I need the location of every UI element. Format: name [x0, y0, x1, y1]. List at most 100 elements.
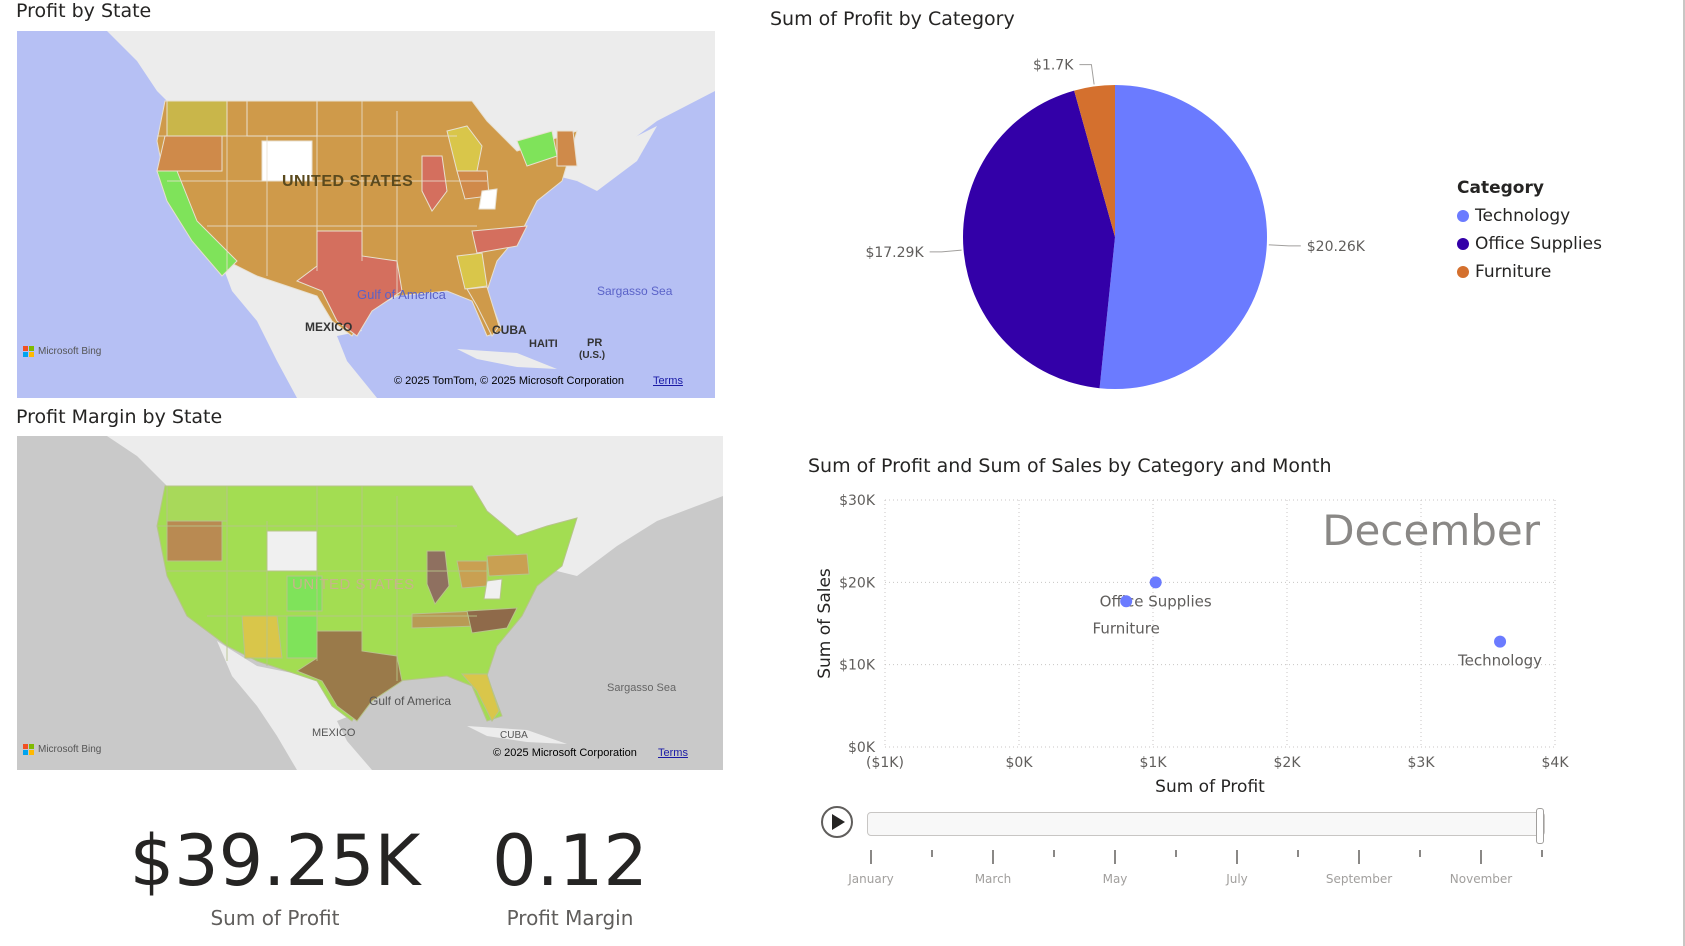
- legend-item-technology[interactable]: Technology: [1457, 206, 1602, 226]
- arizona-state: [241, 615, 283, 659]
- country-label: UNITED STATES: [282, 173, 414, 190]
- y-axis-title: Sum of Sales: [815, 568, 835, 679]
- us-paren-label: (U.S.): [579, 350, 606, 361]
- bing-label: Microsoft Bing: [38, 744, 102, 755]
- oregon-state: [166, 520, 223, 562]
- scatter-point-label: Office Supplies: [1100, 592, 1212, 610]
- florida-state: [460, 673, 500, 722]
- play-axis-tick: [1358, 850, 1360, 864]
- play-axis-handle[interactable]: [1536, 808, 1544, 844]
- scatter-point-office-supplies[interactable]: [1149, 576, 1162, 589]
- play-axis-month-label[interactable]: March: [974, 872, 1012, 886]
- legend-title: Category: [1457, 178, 1544, 198]
- terms-link[interactable]: Terms: [658, 747, 688, 759]
- scatter-chart-title: Sum of Profit and Sum of Sales by Catego…: [808, 455, 1332, 477]
- profit-margin-by-state-map[interactable]: UNITED STATES Gulf of America Sargasso S…: [17, 436, 723, 770]
- nm-state: [286, 615, 318, 659]
- michigan-state: [446, 125, 483, 172]
- card-value: $39.25K: [129, 820, 421, 902]
- play-axis-tick: [1419, 850, 1421, 857]
- play-axis-tick: [992, 850, 994, 864]
- nc-state: [471, 225, 528, 254]
- map-copyright: © 2025 Microsoft Corporation: [493, 747, 637, 759]
- x-tick-label: $2K: [1274, 755, 1302, 771]
- legend-dot-icon: [1457, 238, 1469, 250]
- play-axis-tick: [1297, 850, 1299, 857]
- haiti-label: HAITI: [529, 338, 558, 350]
- illinois-state: [426, 550, 450, 605]
- profit-margin-by-state-title: Profit Margin by State: [16, 406, 223, 428]
- play-axis-tick: [1480, 850, 1482, 864]
- play-axis-track[interactable]: [867, 812, 1545, 836]
- legend-item-office-supplies[interactable]: Office Supplies: [1457, 234, 1602, 254]
- pie-leader-line: [1079, 64, 1095, 85]
- play-axis-month-label[interactable]: January: [848, 872, 894, 886]
- scatter-point-technology[interactable]: [1494, 635, 1507, 648]
- legend-label: Technology: [1475, 206, 1571, 226]
- microsoft-logo-icon: [23, 346, 34, 357]
- play-axis-month-label[interactable]: November: [1449, 872, 1513, 886]
- cuba-land: [467, 726, 567, 744]
- gulf-label: Gulf of America: [369, 694, 452, 708]
- pie-data-label: $20.26K: [1307, 239, 1366, 255]
- country-label: UNITED STATES: [292, 576, 415, 593]
- cuba-land: [457, 349, 557, 369]
- play-axis-current-month: December: [1322, 506, 1541, 555]
- card-label: Profit Margin: [506, 906, 634, 930]
- play-axis-tick: [931, 850, 933, 857]
- nc-state: [466, 607, 518, 634]
- legend-label: Furniture: [1475, 262, 1552, 282]
- terms-link[interactable]: Terms: [653, 375, 683, 387]
- cuba-label: CUBA: [492, 323, 527, 337]
- play-button[interactable]: [821, 806, 853, 838]
- play-axis-tick: [1114, 850, 1116, 864]
- bing-logo: Microsoft Bing: [23, 744, 101, 755]
- wv-state: [483, 578, 503, 600]
- legend-item-furniture[interactable]: Furniture: [1457, 262, 1602, 282]
- gulf-label: Gulf of America: [357, 287, 446, 302]
- california-state: [156, 170, 238, 277]
- pie-slice-furniture[interactable]: [1074, 85, 1115, 237]
- mexico-label: MEXICO: [305, 320, 353, 334]
- profit-margin-card: 0.12 Profit Margin: [460, 820, 680, 930]
- pie-legend: Category Technology Office Supplies Furn…: [1457, 178, 1602, 282]
- card-value: 0.12: [492, 820, 648, 902]
- illinois-state: [421, 155, 448, 212]
- play-icon: [832, 814, 845, 830]
- pa-state: [486, 553, 530, 577]
- legend-label: Office Supplies: [1475, 234, 1602, 254]
- play-axis-tick: [1053, 850, 1055, 857]
- y-tick-label: $0K: [848, 740, 876, 756]
- colorado-state: [286, 575, 323, 612]
- pr-label: PR: [587, 337, 603, 349]
- georgia-state: [456, 252, 488, 290]
- profit-by-state-map[interactable]: UNITED STATES Gulf of America Sargasso S…: [17, 31, 715, 398]
- x-tick-label: $4K: [1542, 755, 1570, 771]
- x-tick-label: ($1K): [866, 755, 904, 771]
- wv-state: [478, 188, 498, 210]
- oregon-state: [156, 135, 223, 172]
- pie-slice-technology[interactable]: [1099, 85, 1268, 390]
- scatter-point-label: Furniture: [1093, 619, 1160, 637]
- pie-chart: $20.26K $17.29K $1.7K: [865, 58, 1366, 390]
- x-tick-label: $0K: [1006, 755, 1034, 771]
- legend-dot-icon: [1457, 210, 1469, 222]
- play-axis-tick: [870, 850, 872, 864]
- play-axis-tick: [1175, 850, 1177, 857]
- scatter-point-furniture[interactable]: [1120, 595, 1133, 608]
- play-axis-month-label[interactable]: September: [1325, 872, 1393, 886]
- scatter-point-label: Technology: [1457, 652, 1542, 670]
- play-axis-month-label[interactable]: July: [1226, 872, 1248, 886]
- play-axis-tick: [1236, 850, 1238, 864]
- x-axis-title: Sum of Profit: [1155, 777, 1265, 795]
- montana-state: [246, 100, 318, 137]
- bing-label: Microsoft Bing: [38, 346, 102, 357]
- washington-state: [166, 485, 228, 522]
- pie-slice-office-supplies[interactable]: [963, 90, 1115, 389]
- play-axis-month-label[interactable]: May: [1102, 872, 1128, 886]
- washington-state: [166, 100, 228, 137]
- pie-leader-line: [1268, 244, 1301, 247]
- legend-dot-icon: [1457, 266, 1469, 278]
- ne-state: [556, 130, 578, 167]
